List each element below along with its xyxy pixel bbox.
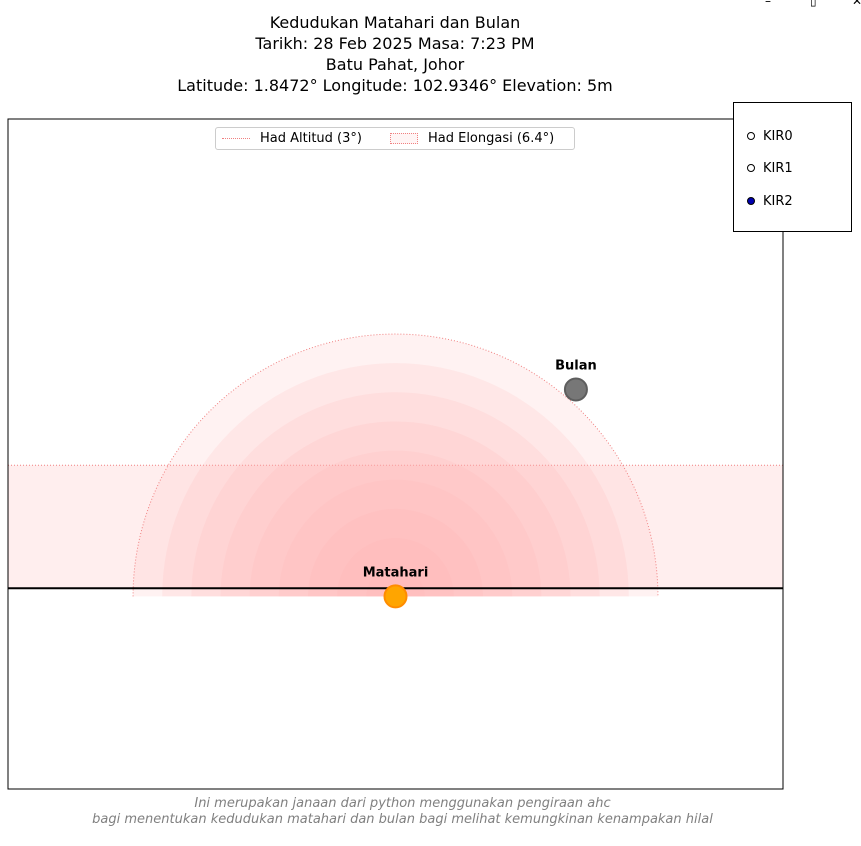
elongation-zone-ring [308,508,483,597]
footer-line-1: Ini merupakan janaan dari python menggun… [194,796,611,811]
close-icon[interactable]: ✕ [852,0,861,8]
legend-label-altitude: Had Altitud (3°) [260,131,362,146]
radio-option-kir2[interactable]: KIR2 [747,192,793,210]
elongation-zone-ring [249,450,542,597]
title-line: Kedudukan Matahari dan Bulan [269,13,521,32]
plot-frame [7,118,784,790]
radio-button-icon[interactable] [747,132,755,140]
maximize-icon[interactable]: ▯ [810,0,817,8]
footer-note: Ini merupakan janaan dari python menggun… [0,796,805,828]
figure-title: Kedudukan Matahari dan Bulan Tarikh: 28 … [0,12,790,96]
chart-marks: Matahari Bulan [8,358,783,609]
radio-button-icon[interactable] [747,164,755,172]
minimize-icon[interactable]: – [765,0,771,8]
elongation-zone-ring [278,479,513,597]
radio-label: KIR2 [763,193,793,209]
matahari-marker [383,584,408,609]
chart-legend: Had Altitud (3°) Had Elongasi (6.4°) [215,127,575,150]
radio-option-kir0[interactable]: KIR0 [747,127,793,145]
elongation-zone-ring [337,538,454,597]
date-time-line: Tarikh: 28 Feb 2025 Masa: 7:23 PM [255,34,535,53]
radio-button-icon[interactable] [747,197,755,205]
radio-option-kir1[interactable]: KIR1 [747,159,793,177]
visibility-zone [8,333,783,597]
coordinates-line: Latitude: 1.8472° Longitude: 102.9346° E… [177,76,613,95]
elongation-limit-arc [132,333,659,597]
legend-item-altitude: Had Altitud (3°) [222,131,362,146]
bulan-marker [563,377,588,402]
legend-box-swatch [389,133,418,144]
criteria-radio-panel: KIR0 KIR1 KIR2 [733,102,852,232]
footer-line-2: bagi menentukan kedudukan matahari dan b… [92,812,713,827]
location-line: Batu Pahat, Johor [325,55,465,74]
altitude-limit-band [8,464,783,589]
bulan-label: Bulan [555,358,597,373]
radio-label: KIR1 [763,160,793,176]
legend-item-elongation: Had Elongasi (6.4°) [389,131,555,146]
elongation-zone-ring [220,421,571,597]
legend-line-swatch [222,138,250,139]
legend-label-elongation: Had Elongasi (6.4°) [427,131,555,146]
plot-area [8,119,783,789]
elongation-zone-ring [133,334,658,597]
matahari-label: Matahari [363,565,429,580]
radio-label: KIR0 [763,128,793,144]
elongation-zone-ring [162,363,629,597]
elongation-zone-ring [191,392,600,597]
